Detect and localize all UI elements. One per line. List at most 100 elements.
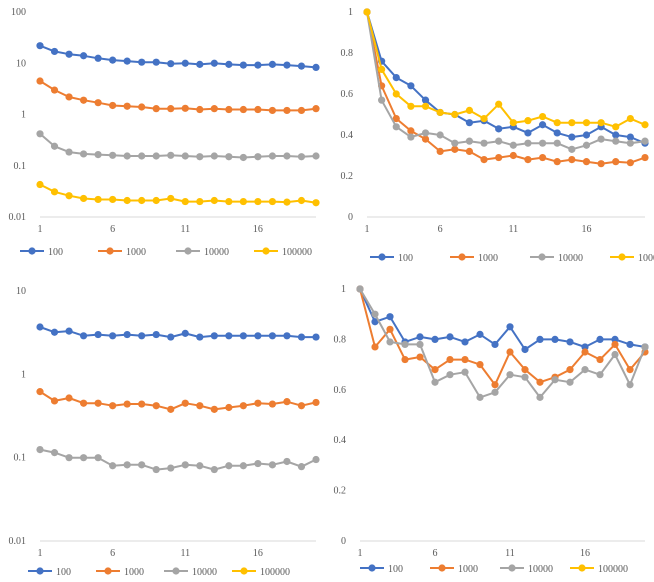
data-point [476, 330, 484, 338]
data-point [612, 158, 620, 166]
legend-marker-dot [538, 253, 546, 261]
series-line-100000 [366, 11, 646, 128]
data-point [79, 454, 88, 462]
data-point [283, 332, 291, 340]
data-point [446, 355, 454, 364]
legend-label: 10000 [204, 247, 229, 258]
data-point [283, 198, 291, 206]
x-tick-label: 16 [253, 548, 263, 559]
x-tick-label: 16 [580, 548, 590, 559]
data-point [392, 115, 400, 123]
data-point [416, 353, 424, 361]
data-point [36, 130, 44, 138]
data-point [421, 135, 430, 143]
data-point [79, 399, 88, 407]
data-point [210, 105, 218, 113]
y-tick-label: 0.2 [341, 171, 354, 182]
data-point [568, 119, 576, 127]
data-point [524, 139, 532, 147]
data-point [94, 54, 102, 62]
y-tick-label: 1 [21, 110, 26, 121]
data-point [210, 59, 218, 67]
data-point [401, 355, 409, 364]
data-point [491, 381, 499, 389]
data-point [254, 61, 262, 69]
data-point [196, 333, 204, 341]
legend-label: 1000 [458, 564, 478, 575]
y-tick-label: 0.1 [14, 453, 27, 464]
data-point [167, 464, 175, 472]
data-point [421, 129, 430, 137]
data-point [210, 196, 218, 205]
data-point [597, 160, 605, 168]
data-point [553, 158, 561, 166]
data-point [371, 310, 379, 318]
legend-label: 100 [398, 253, 413, 264]
data-point [407, 127, 415, 135]
legend-marker-dot [184, 247, 192, 255]
data-point [312, 199, 320, 207]
data-point [79, 194, 88, 203]
x-tick-label: 1 [358, 548, 363, 559]
data-point [123, 152, 131, 160]
data-point [268, 400, 277, 408]
data-point [386, 313, 394, 321]
data-point [167, 151, 175, 159]
series-100000 [363, 8, 649, 131]
data-point [596, 335, 604, 343]
y-tick-label: 0.6 [334, 385, 347, 396]
data-point [641, 153, 649, 162]
y-tick-label: 10 [16, 58, 26, 69]
data-point [181, 197, 189, 206]
legend: 100 1000 10000 100000 [20, 247, 312, 258]
data-point [451, 145, 459, 153]
data-point [50, 142, 59, 150]
data-point [378, 65, 386, 73]
data-point [239, 61, 247, 69]
data-point [138, 103, 146, 111]
data-point [521, 366, 529, 374]
data-point [356, 285, 364, 293]
data-point [312, 63, 320, 71]
data-point [407, 102, 415, 110]
data-point [612, 123, 620, 131]
data-point [553, 129, 561, 137]
data-point [371, 318, 379, 326]
data-point [407, 133, 415, 141]
data-point [581, 348, 589, 356]
data-point [465, 137, 474, 145]
data-point [138, 196, 146, 205]
data-point [386, 338, 394, 346]
data-point [36, 180, 44, 189]
data-point [371, 343, 379, 351]
data-point [568, 133, 576, 141]
data-point [297, 333, 306, 341]
data-point [167, 333, 175, 341]
data-point [536, 335, 544, 343]
data-point [509, 119, 517, 127]
data-point [312, 398, 320, 407]
data-point [239, 332, 247, 340]
data-point [109, 151, 117, 159]
data-point [109, 101, 117, 110]
data-point [268, 106, 277, 115]
data-point [123, 461, 131, 469]
y-tick-label: 0.8 [341, 48, 354, 59]
data-point [254, 197, 262, 206]
data-point [225, 332, 233, 340]
data-point [254, 459, 262, 468]
data-point [94, 195, 102, 204]
data-point [597, 135, 605, 143]
data-point [225, 403, 233, 412]
data-point [138, 332, 146, 340]
data-point [476, 361, 484, 369]
data-point [363, 8, 371, 16]
data-point [109, 402, 117, 410]
legend: 100 1000 10000 100000 [370, 253, 654, 264]
data-point [225, 105, 233, 114]
x-tick-label: 11 [508, 224, 518, 235]
y-tick-label: 1 [348, 7, 353, 18]
data-point [596, 355, 604, 364]
y-tick-label: 0.4 [334, 435, 347, 446]
